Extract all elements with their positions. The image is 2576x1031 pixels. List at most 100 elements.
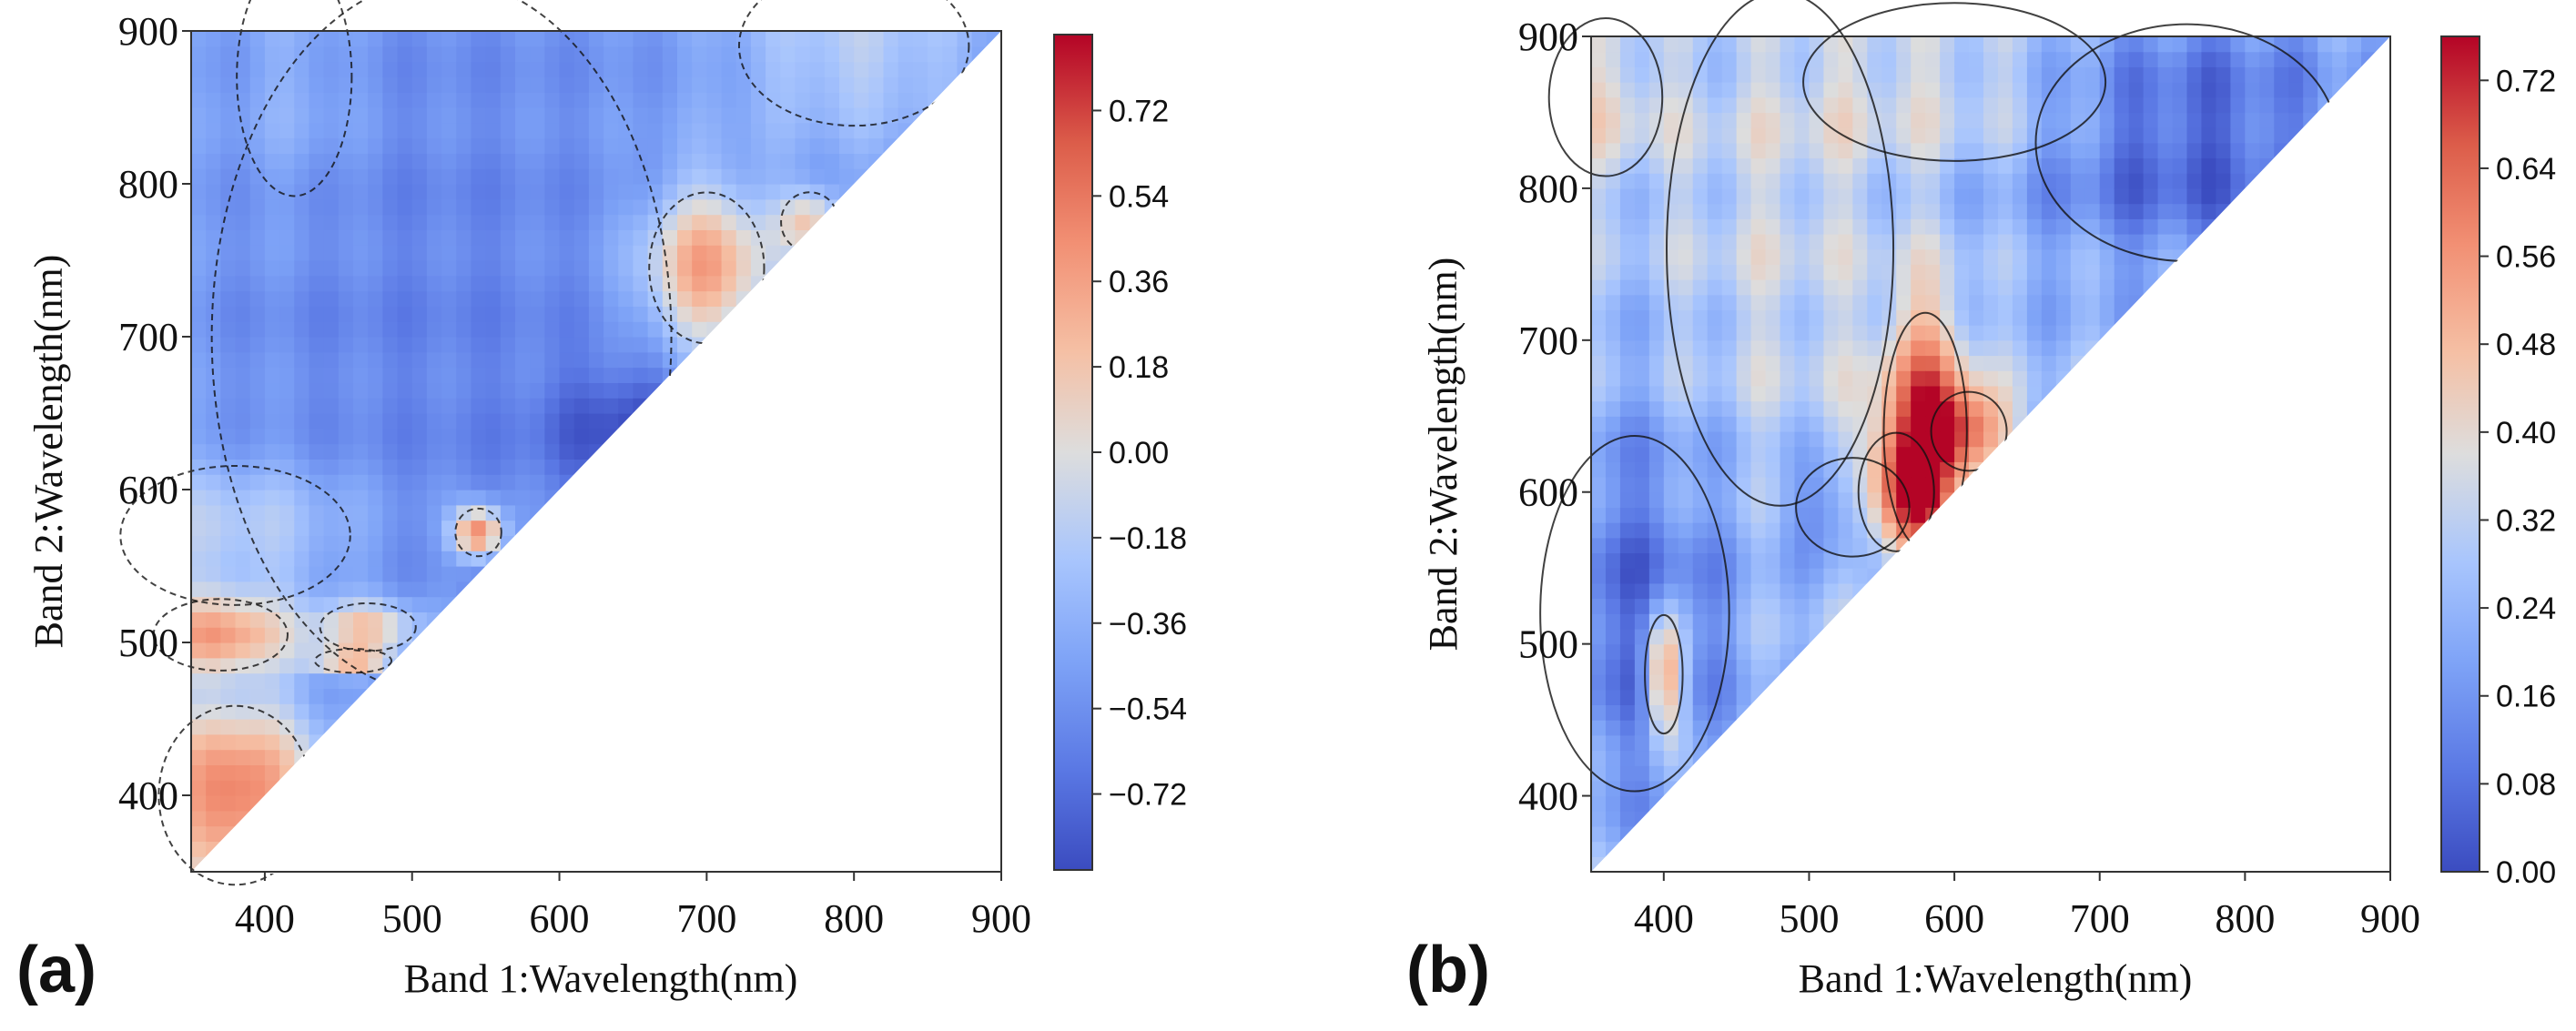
- heatmap-cells: [191, 31, 1002, 873]
- heatmap-cell: [397, 260, 413, 277]
- heatmap-cell: [323, 535, 340, 551]
- heatmap-cell: [323, 382, 340, 399]
- heatmap-cell: [795, 153, 811, 169]
- heatmap-cell: [1765, 279, 1781, 296]
- heatmap-cell: [279, 688, 295, 704]
- heatmap-cell: [2084, 82, 2101, 98]
- heatmap-cell: [809, 198, 826, 216]
- heatmap-cell: [1925, 157, 1941, 174]
- heatmap-cell: [1634, 537, 1650, 554]
- heatmap-cell: [839, 76, 855, 93]
- heatmap-cell: [2143, 187, 2159, 205]
- heatmap-cell: [1911, 325, 1926, 341]
- heatmap-cell: [235, 92, 251, 108]
- heatmap-cell: [2347, 36, 2362, 53]
- heatmap-cell: [471, 443, 487, 460]
- heatmap-cell: [323, 92, 340, 108]
- heatmap-cell: [1605, 628, 1621, 645]
- heatmap-cell: [206, 490, 221, 506]
- heatmap-cell: [1765, 628, 1781, 645]
- heatmap-cell: [309, 61, 325, 77]
- heatmap-cell: [456, 168, 472, 185]
- heatmap-cell: [928, 61, 943, 77]
- heatmap-cell: [2026, 294, 2043, 311]
- heatmap-cell: [1969, 400, 1984, 417]
- heatmap-cell: [588, 168, 604, 185]
- heatmap-cell: [1648, 659, 1665, 675]
- heatmap-cell: [264, 642, 280, 659]
- heatmap-cell: [471, 198, 487, 216]
- heatmap-cell: [309, 474, 325, 490]
- heatmap-cell: [603, 245, 619, 261]
- heatmap-cell: [279, 504, 295, 521]
- heatmap-cell: [1605, 825, 1621, 843]
- x-tick-label: 500: [382, 896, 442, 941]
- heatmap-cell: [1619, 628, 1636, 645]
- heatmap-cell: [1794, 370, 1810, 387]
- heatmap-cell: [1619, 233, 1636, 250]
- heatmap-cell: [471, 398, 487, 414]
- heatmap-cell: [1619, 582, 1636, 600]
- heatmap-cell: [1605, 127, 1621, 144]
- heatmap-cell: [353, 337, 369, 353]
- heatmap-cell: [1997, 112, 2013, 128]
- heatmap-cell: [249, 428, 266, 445]
- heatmap-cell: [1750, 674, 1767, 691]
- heatmap-cell: [353, 214, 369, 230]
- heatmap-cell: [1940, 96, 1955, 114]
- heatmap-cell: [2026, 264, 2043, 280]
- heatmap-cell: [353, 566, 369, 582]
- heatmap-cell: [353, 642, 369, 659]
- heatmap-cell: [544, 260, 561, 277]
- heatmap-cell: [1969, 446, 1984, 462]
- heatmap-cell: [382, 596, 399, 612]
- heatmap-cell: [559, 92, 575, 108]
- heatmap-cell: [2128, 51, 2145, 67]
- heatmap-cell: [441, 443, 457, 460]
- heatmap-cell: [249, 153, 266, 169]
- heatmap-cell: [2245, 112, 2260, 128]
- heatmap-cell: [309, 672, 325, 689]
- heatmap-cell: [1634, 112, 1650, 128]
- heatmap-cell: [530, 214, 545, 230]
- heatmap-cell: [618, 153, 634, 169]
- heatmap-cell: [2026, 339, 2043, 357]
- heatmap-cell: [294, 76, 310, 93]
- heatmap-cell: [1823, 112, 1839, 128]
- heatmap-cell: [1780, 325, 1796, 341]
- heatmap-cell: [1605, 309, 1621, 326]
- heatmap-cell: [1794, 66, 1810, 83]
- heatmap-cell: [471, 153, 487, 169]
- heatmap-cell: [1780, 82, 1796, 98]
- heatmap-cell: [2172, 82, 2188, 98]
- heatmap-cell: [647, 245, 664, 261]
- heatmap-cell: [220, 290, 237, 307]
- heatmap-cell: [235, 337, 251, 353]
- heatmap-cell: [1881, 203, 1897, 219]
- heatmap-cell: [633, 382, 649, 399]
- heatmap-cell: [2172, 51, 2188, 67]
- heatmap-cell: [530, 413, 545, 430]
- heatmap-cell: [279, 260, 295, 277]
- heatmap-cell: [2012, 96, 2028, 114]
- heatmap-cell: [485, 92, 502, 108]
- heatmap-cell: [500, 459, 516, 475]
- heatmap-cell: [530, 337, 545, 353]
- heatmap-cell: [426, 490, 442, 506]
- heatmap-cell: [1648, 537, 1665, 554]
- heatmap-cell: [1823, 491, 1839, 509]
- heatmap-cell: [1619, 537, 1636, 554]
- heatmap-cell: [2216, 96, 2231, 114]
- heatmap-cell: [1765, 537, 1781, 554]
- heatmap-cell: [515, 214, 531, 230]
- heatmap-cell: [573, 337, 590, 353]
- heatmap-cell: [441, 428, 457, 445]
- x-tick-label: 400: [1634, 896, 1694, 941]
- heatmap-cell: [2157, 142, 2174, 159]
- heatmap-cell: [426, 76, 442, 93]
- heatmap-cell: [2128, 157, 2145, 174]
- heatmap-cell: [706, 275, 723, 292]
- heatmap-cell: [249, 137, 266, 154]
- heatmap-cell: [2026, 66, 2043, 83]
- heatmap-cell: [588, 290, 604, 307]
